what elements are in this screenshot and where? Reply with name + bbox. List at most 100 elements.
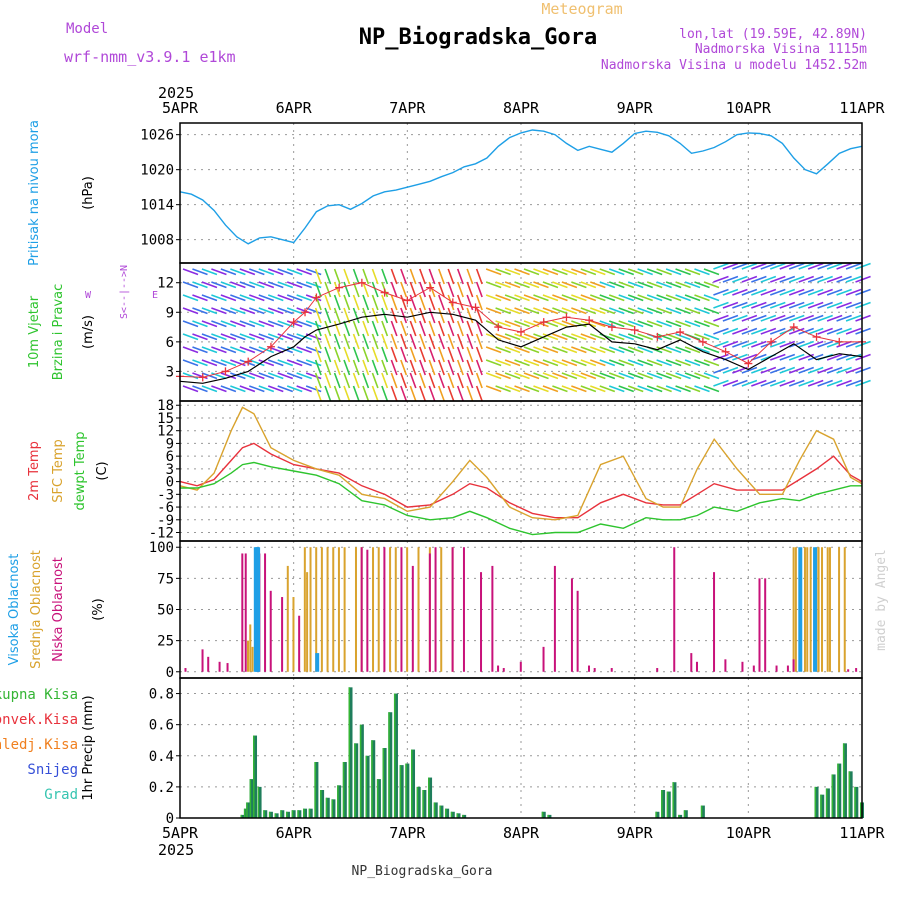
precip-bar (433, 802, 438, 818)
cloud-bar (306, 572, 309, 672)
wind-arrow (220, 294, 237, 302)
cloud-bar (758, 578, 761, 672)
lonlat-label: lon,lat (19.59E, 42.89N) (679, 27, 867, 42)
compass-west: W (85, 290, 92, 301)
cloud-bar (673, 547, 676, 672)
wind-arrow (475, 320, 483, 337)
cloud-bar (480, 572, 483, 672)
wind-arrow (675, 307, 691, 315)
wind-arrow (324, 320, 332, 337)
precip-bar (445, 808, 450, 818)
gust-marker (221, 367, 230, 376)
wind-arrow (286, 333, 303, 341)
wind-arrow (352, 372, 360, 389)
elevation-label: Nadmorska Visina 1115m (695, 42, 867, 57)
y-tick-label: 15 (157, 411, 174, 427)
wind-arrow (419, 294, 427, 311)
cloud-bar (303, 547, 306, 672)
wind-arrow (713, 262, 729, 270)
gust-marker (403, 296, 412, 305)
wind-arrow (211, 307, 227, 315)
wind-arrow (249, 346, 265, 354)
wind-arrow (314, 333, 322, 350)
wind-arrow (855, 314, 871, 322)
wind-arrow (305, 268, 322, 276)
y-tick-label: 0.6 (149, 718, 174, 734)
wind-arrow (533, 281, 549, 289)
wind-arrow (286, 294, 303, 302)
wind-arrow (192, 333, 208, 341)
wind-arrow (230, 307, 246, 315)
wind-arrow (552, 333, 568, 341)
wind-arrow (305, 346, 322, 354)
wind-arrow (381, 359, 389, 376)
wind-arrow (741, 379, 758, 387)
cloud-bar (389, 547, 392, 672)
wind-arrow (267, 268, 284, 276)
wind-arrow (561, 359, 578, 367)
wind-arrow (333, 268, 341, 285)
precip-bar-total (325, 797, 328, 818)
wind-arrow (305, 359, 322, 367)
wind-arrow (220, 307, 237, 315)
gust-marker (266, 342, 275, 351)
wind-arrow (381, 333, 389, 350)
wind-arrow (352, 294, 360, 311)
wind-arrow (703, 372, 720, 380)
wind-arrow (239, 333, 256, 341)
cloud-bar (434, 547, 437, 672)
wind-arrow (409, 333, 417, 350)
wind-arrow (798, 340, 815, 348)
cloud-bar (332, 547, 335, 672)
cloud-bar (451, 547, 454, 672)
cloud-bar (502, 668, 505, 672)
wind-arrow (571, 333, 587, 341)
wind-arrow (296, 281, 312, 289)
wind-arrow (703, 320, 720, 328)
y-tick-label: 12 (157, 276, 174, 292)
wind-arrow (267, 372, 284, 380)
cloud-bar (576, 590, 579, 672)
wind-arrow (826, 366, 843, 374)
wind-arrow (504, 281, 521, 289)
cloud-bar (218, 661, 221, 672)
wind-arrow (675, 294, 691, 302)
compass-north: N (119, 265, 130, 271)
cloud-bar (794, 547, 797, 672)
wind-arrow (684, 268, 701, 276)
cloud-bar (256, 547, 261, 672)
cloud-bar (491, 565, 494, 672)
wind-arrow (722, 314, 739, 322)
wind-arrow (741, 275, 758, 283)
y-tick-label: 6 (166, 449, 174, 465)
gust-marker (426, 283, 435, 292)
wind-arrow (571, 359, 587, 367)
cloud-bar (440, 547, 443, 672)
compass-arrows: <--|--> (119, 271, 130, 313)
wind-arrow (807, 340, 824, 348)
precip-bar-total (837, 763, 839, 818)
wind-arrow (779, 379, 796, 387)
precip-bar (411, 749, 416, 818)
cloud-bar (764, 578, 767, 672)
wind-arrow (807, 301, 824, 309)
wind-arrow (182, 359, 199, 367)
wind-arrow (590, 372, 606, 380)
wind-arrow (192, 268, 208, 276)
wind-arrow (855, 340, 871, 348)
gust-marker (517, 328, 525, 336)
wind-arrow (788, 262, 805, 270)
wind-arrow (571, 385, 587, 393)
wind-arrow (324, 385, 332, 402)
precip-bar (365, 755, 370, 818)
page-title: NP_Biogradska_Gora (359, 25, 597, 50)
series-line-temperature (180, 461, 862, 536)
precip-bar (848, 771, 853, 818)
wind-arrow (371, 294, 379, 311)
wind-arrow (352, 346, 360, 363)
wind-arrow (608, 333, 625, 341)
wind-arrow (722, 327, 739, 335)
wind-arrow (722, 275, 739, 283)
wind-arrow (523, 359, 540, 367)
cloud-bar (411, 565, 414, 672)
